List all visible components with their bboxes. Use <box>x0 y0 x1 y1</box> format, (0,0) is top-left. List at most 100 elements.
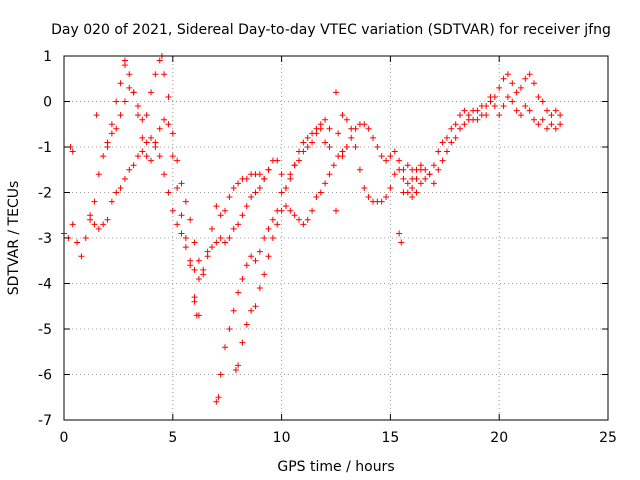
y-tick-label: -2 <box>38 186 52 202</box>
data-point <box>517 84 524 91</box>
y-tick-label: -5 <box>38 322 52 338</box>
data-point <box>391 171 398 178</box>
data-point <box>191 266 198 273</box>
data-point <box>352 125 359 132</box>
x-tick-labels: 0 5 10 15 20 25 <box>60 430 617 446</box>
data-point <box>552 125 559 132</box>
x-axis-label: GPS time / hours <box>277 459 394 475</box>
data-point <box>108 130 115 137</box>
data-point <box>239 275 246 282</box>
data-point <box>435 166 442 173</box>
data-point <box>452 134 459 141</box>
y-tick-label: -4 <box>38 277 52 293</box>
data-point <box>108 121 115 128</box>
data-point <box>195 275 202 282</box>
data-point <box>230 307 237 314</box>
series-track-e <box>235 144 350 369</box>
data-point <box>134 153 141 160</box>
data-point <box>265 225 272 232</box>
data-point <box>339 153 346 160</box>
x-tick-label: 0 <box>60 430 69 446</box>
data-point <box>213 203 220 210</box>
data-point <box>121 175 128 182</box>
data-point <box>91 221 98 228</box>
data-point <box>139 148 146 155</box>
data-point <box>169 207 176 214</box>
data-point <box>78 253 85 260</box>
series-track-b <box>87 134 272 282</box>
data-point <box>208 225 215 232</box>
data-point <box>121 98 128 105</box>
data-point <box>430 162 437 169</box>
series-track-i <box>409 93 564 201</box>
data-point <box>500 75 507 82</box>
data-point <box>208 244 215 251</box>
data-point <box>165 93 172 100</box>
x-tick-label: 5 <box>168 430 177 446</box>
data-point <box>531 80 538 87</box>
data-point <box>531 116 538 123</box>
data-point <box>139 134 146 141</box>
data-point <box>343 144 350 150</box>
data-point <box>400 189 407 196</box>
data-point <box>291 212 298 219</box>
data-point <box>448 139 455 146</box>
data-point <box>232 366 239 373</box>
data-point <box>178 230 185 237</box>
data-point <box>400 175 407 182</box>
data-point <box>213 239 220 246</box>
data-point <box>557 121 564 128</box>
data-point <box>104 216 111 223</box>
data-point <box>383 157 390 164</box>
data-point <box>169 130 176 137</box>
data-point <box>256 184 263 191</box>
axis-ticks <box>63 55 609 421</box>
data-point <box>165 121 172 128</box>
data-point <box>309 139 316 146</box>
data-point <box>448 125 455 132</box>
data-point <box>230 225 237 232</box>
data-point <box>269 235 276 241</box>
data-point <box>296 216 303 223</box>
data-point <box>517 112 524 119</box>
data-point <box>113 125 120 132</box>
data-point <box>526 107 533 114</box>
data-point <box>126 166 133 173</box>
data-point <box>396 157 403 164</box>
data-point <box>174 184 181 191</box>
data-point <box>226 194 233 201</box>
data-point <box>557 112 564 119</box>
data-point <box>378 198 385 205</box>
y-tick-labels: -7 -6 -5 -4 -3 -2 -1 0 1 <box>38 49 52 429</box>
data-point <box>300 221 307 228</box>
data-point <box>182 235 189 241</box>
data-point <box>156 153 163 160</box>
data-point <box>248 253 255 260</box>
data-point <box>278 189 285 196</box>
x-tick-label: 10 <box>273 430 291 446</box>
data-point <box>69 221 76 228</box>
data-point <box>174 221 181 228</box>
data-point <box>391 148 398 155</box>
data-point <box>439 157 446 164</box>
data-point <box>117 112 124 119</box>
series-track-c <box>104 62 202 319</box>
data-point <box>374 144 381 150</box>
data-point <box>539 116 546 123</box>
data-point <box>243 203 250 210</box>
data-point <box>304 134 311 141</box>
data-point <box>217 212 224 219</box>
data-point <box>222 344 229 351</box>
data-point <box>130 162 137 169</box>
data-point <box>413 166 420 173</box>
data-point <box>426 171 433 178</box>
data-point <box>383 194 390 201</box>
data-point <box>282 203 289 210</box>
data-point <box>544 107 551 114</box>
data-point <box>104 139 111 146</box>
data-point <box>161 171 168 178</box>
x-tick-label: 20 <box>490 430 508 446</box>
data-point <box>126 84 133 91</box>
data-point <box>215 394 222 401</box>
